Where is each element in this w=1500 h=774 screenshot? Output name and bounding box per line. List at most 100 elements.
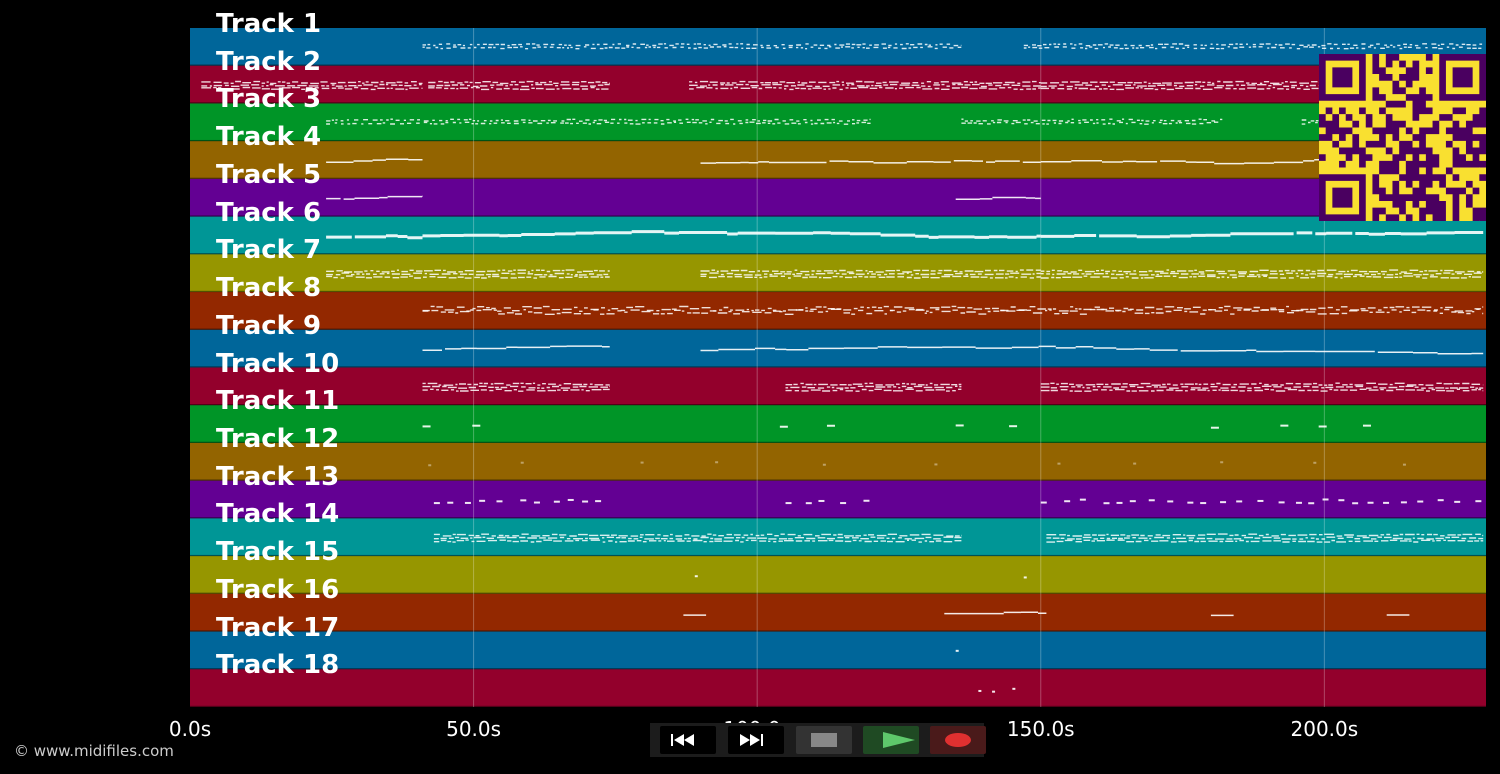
track-lane (190, 103, 1486, 142)
note (1362, 424, 1371, 427)
note-segment (785, 382, 962, 392)
note-row (422, 46, 962, 50)
note-row (1046, 536, 1484, 540)
note-row (700, 272, 1041, 276)
track-label: Track 17 (216, 612, 340, 643)
note-line (422, 230, 1041, 239)
note (978, 689, 982, 692)
note-segment (326, 118, 871, 125)
lane-separator (190, 215, 1486, 217)
note-row (428, 86, 609, 91)
note-row (1040, 382, 1484, 386)
note-line (955, 196, 1041, 200)
note-row (326, 275, 610, 279)
note (433, 502, 440, 505)
note-segment (201, 80, 423, 91)
note-row (689, 86, 1041, 91)
note (805, 502, 812, 505)
qr-code (1319, 54, 1486, 221)
lane-separator (190, 328, 1486, 330)
note (1280, 424, 1289, 427)
note (1148, 499, 1155, 502)
track-lane-background (190, 556, 1486, 594)
note (863, 499, 870, 502)
note-row (428, 80, 610, 85)
note-row (1023, 46, 1482, 50)
note (1133, 462, 1137, 465)
x-tick-label: 0.0s (168, 717, 212, 741)
note (1322, 498, 1329, 501)
track-lane-background (190, 103, 1486, 142)
track-lane (190, 556, 1486, 594)
note-row (1046, 539, 1484, 543)
track-lane (190, 141, 1486, 179)
note-line (700, 345, 1484, 355)
note-row (1046, 533, 1484, 537)
note-row (785, 388, 962, 392)
track-label: Track 16 (216, 574, 340, 605)
note-segment (422, 345, 610, 351)
note (779, 425, 788, 428)
note (567, 498, 574, 501)
note (1308, 502, 1315, 505)
track-label: Track 1 (216, 9, 322, 39)
note-segment (689, 80, 1041, 91)
note-row (1040, 275, 1481, 279)
track-lane-background (190, 442, 1486, 481)
qr-modules (1319, 54, 1486, 221)
note-line (326, 158, 423, 163)
copyright-text: © www.midifiles.com (14, 742, 174, 760)
note-line (326, 234, 423, 240)
track-lane (190, 669, 1486, 707)
track-lane (190, 518, 1486, 557)
track-lane (190, 329, 1486, 368)
note (422, 425, 431, 428)
note (1295, 501, 1302, 504)
record-button[interactable] (930, 726, 986, 754)
note (1167, 500, 1174, 503)
note-row (433, 536, 962, 540)
note (1040, 501, 1047, 504)
note (1475, 500, 1482, 503)
lane-separator (190, 177, 1486, 179)
x-tick-label: 200.0s (1290, 717, 1359, 741)
fast-forward-button[interactable] (728, 726, 784, 754)
note-line (700, 159, 1041, 164)
note-row (422, 382, 610, 386)
stop-icon (811, 733, 837, 747)
note-row (700, 275, 1041, 279)
note-segment (1023, 576, 1027, 579)
rewind-button[interactable] (660, 726, 716, 754)
track-lane (190, 178, 1486, 217)
lane-separator (190, 592, 1486, 594)
note (1402, 463, 1406, 466)
note (934, 463, 938, 466)
note-segment (428, 461, 1406, 467)
track-label: Track 13 (216, 461, 340, 492)
track-lane-background (190, 178, 1486, 217)
note-segment (1040, 231, 1484, 239)
note-segment (422, 230, 1041, 239)
note-segment (700, 345, 1484, 355)
note (992, 690, 996, 693)
note (1023, 576, 1027, 579)
note-line (1040, 231, 1484, 239)
note (694, 575, 698, 578)
play-button[interactable] (863, 726, 919, 754)
note-segment (700, 269, 1041, 279)
note-segment (1040, 269, 1484, 279)
track-lane (190, 216, 1486, 255)
transport-controls (650, 723, 986, 757)
lane-separator (190, 630, 1486, 632)
rewind-icon (671, 734, 694, 746)
lane-separator (190, 479, 1486, 481)
note-segment (1040, 382, 1484, 392)
stop-button[interactable] (796, 726, 852, 754)
record-icon (945, 733, 971, 747)
note (1338, 499, 1345, 502)
note (715, 461, 719, 464)
note (582, 500, 589, 503)
lane-separator (190, 290, 1486, 293)
note (1437, 499, 1444, 502)
